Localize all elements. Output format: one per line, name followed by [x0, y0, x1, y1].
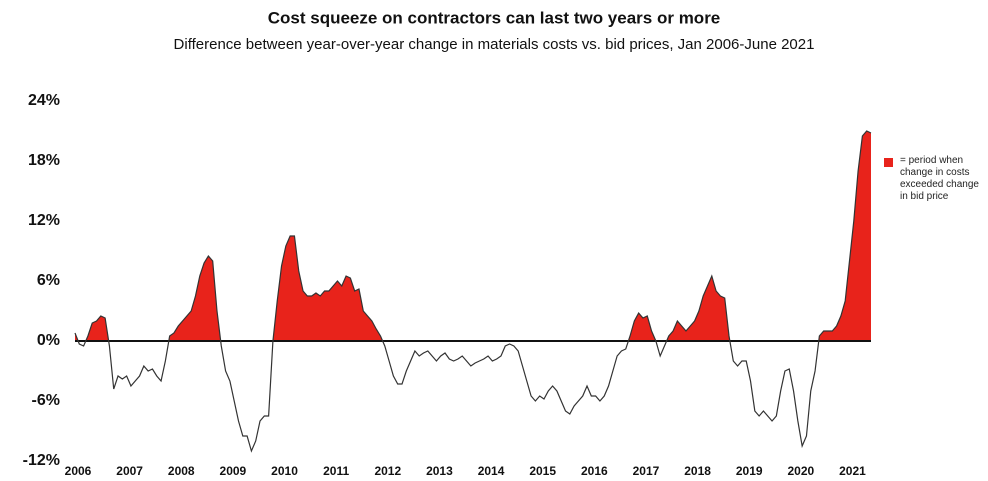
y-tick-label: 6%	[37, 272, 60, 289]
positive-area	[75, 131, 871, 341]
x-tick-label: 2019	[736, 464, 763, 478]
y-tick-label: 12%	[28, 212, 60, 229]
x-tick-label: 2009	[220, 464, 247, 478]
series-line	[74, 130, 872, 453]
x-tick-label: 2013	[426, 464, 453, 478]
y-tick-label: -6%	[32, 392, 60, 409]
x-tick-label: 2007	[116, 464, 143, 478]
x-tick-label: 2014	[478, 464, 505, 478]
y-tick-label: 0%	[37, 332, 60, 349]
chart-title: Cost squeeze on contractors can last two…	[268, 8, 721, 27]
x-tick-label: 2008	[168, 464, 195, 478]
x-tick-label: 2010	[271, 464, 298, 478]
legend-label: = period when change in costs exceeded c…	[900, 155, 979, 202]
x-tick-label: 2018	[684, 464, 711, 478]
y-tick-label: 18%	[28, 152, 60, 169]
x-tick-label: 2020	[788, 464, 815, 478]
y-tick-label: -12%	[23, 452, 60, 469]
chart-subtitle: Difference between year-over-year change…	[174, 36, 815, 53]
x-tick-label: 2017	[633, 464, 660, 478]
x-tick-label: 2021	[839, 464, 866, 478]
x-tick-label: 2015	[529, 464, 556, 478]
x-tick-label: 2006	[65, 464, 92, 478]
x-tick-label: 2012	[374, 464, 401, 478]
legend-swatch	[884, 158, 893, 167]
y-tick-label: 24%	[28, 92, 60, 109]
x-tick-label: 2016	[581, 464, 608, 478]
x-tick-label: 2011	[323, 464, 349, 478]
